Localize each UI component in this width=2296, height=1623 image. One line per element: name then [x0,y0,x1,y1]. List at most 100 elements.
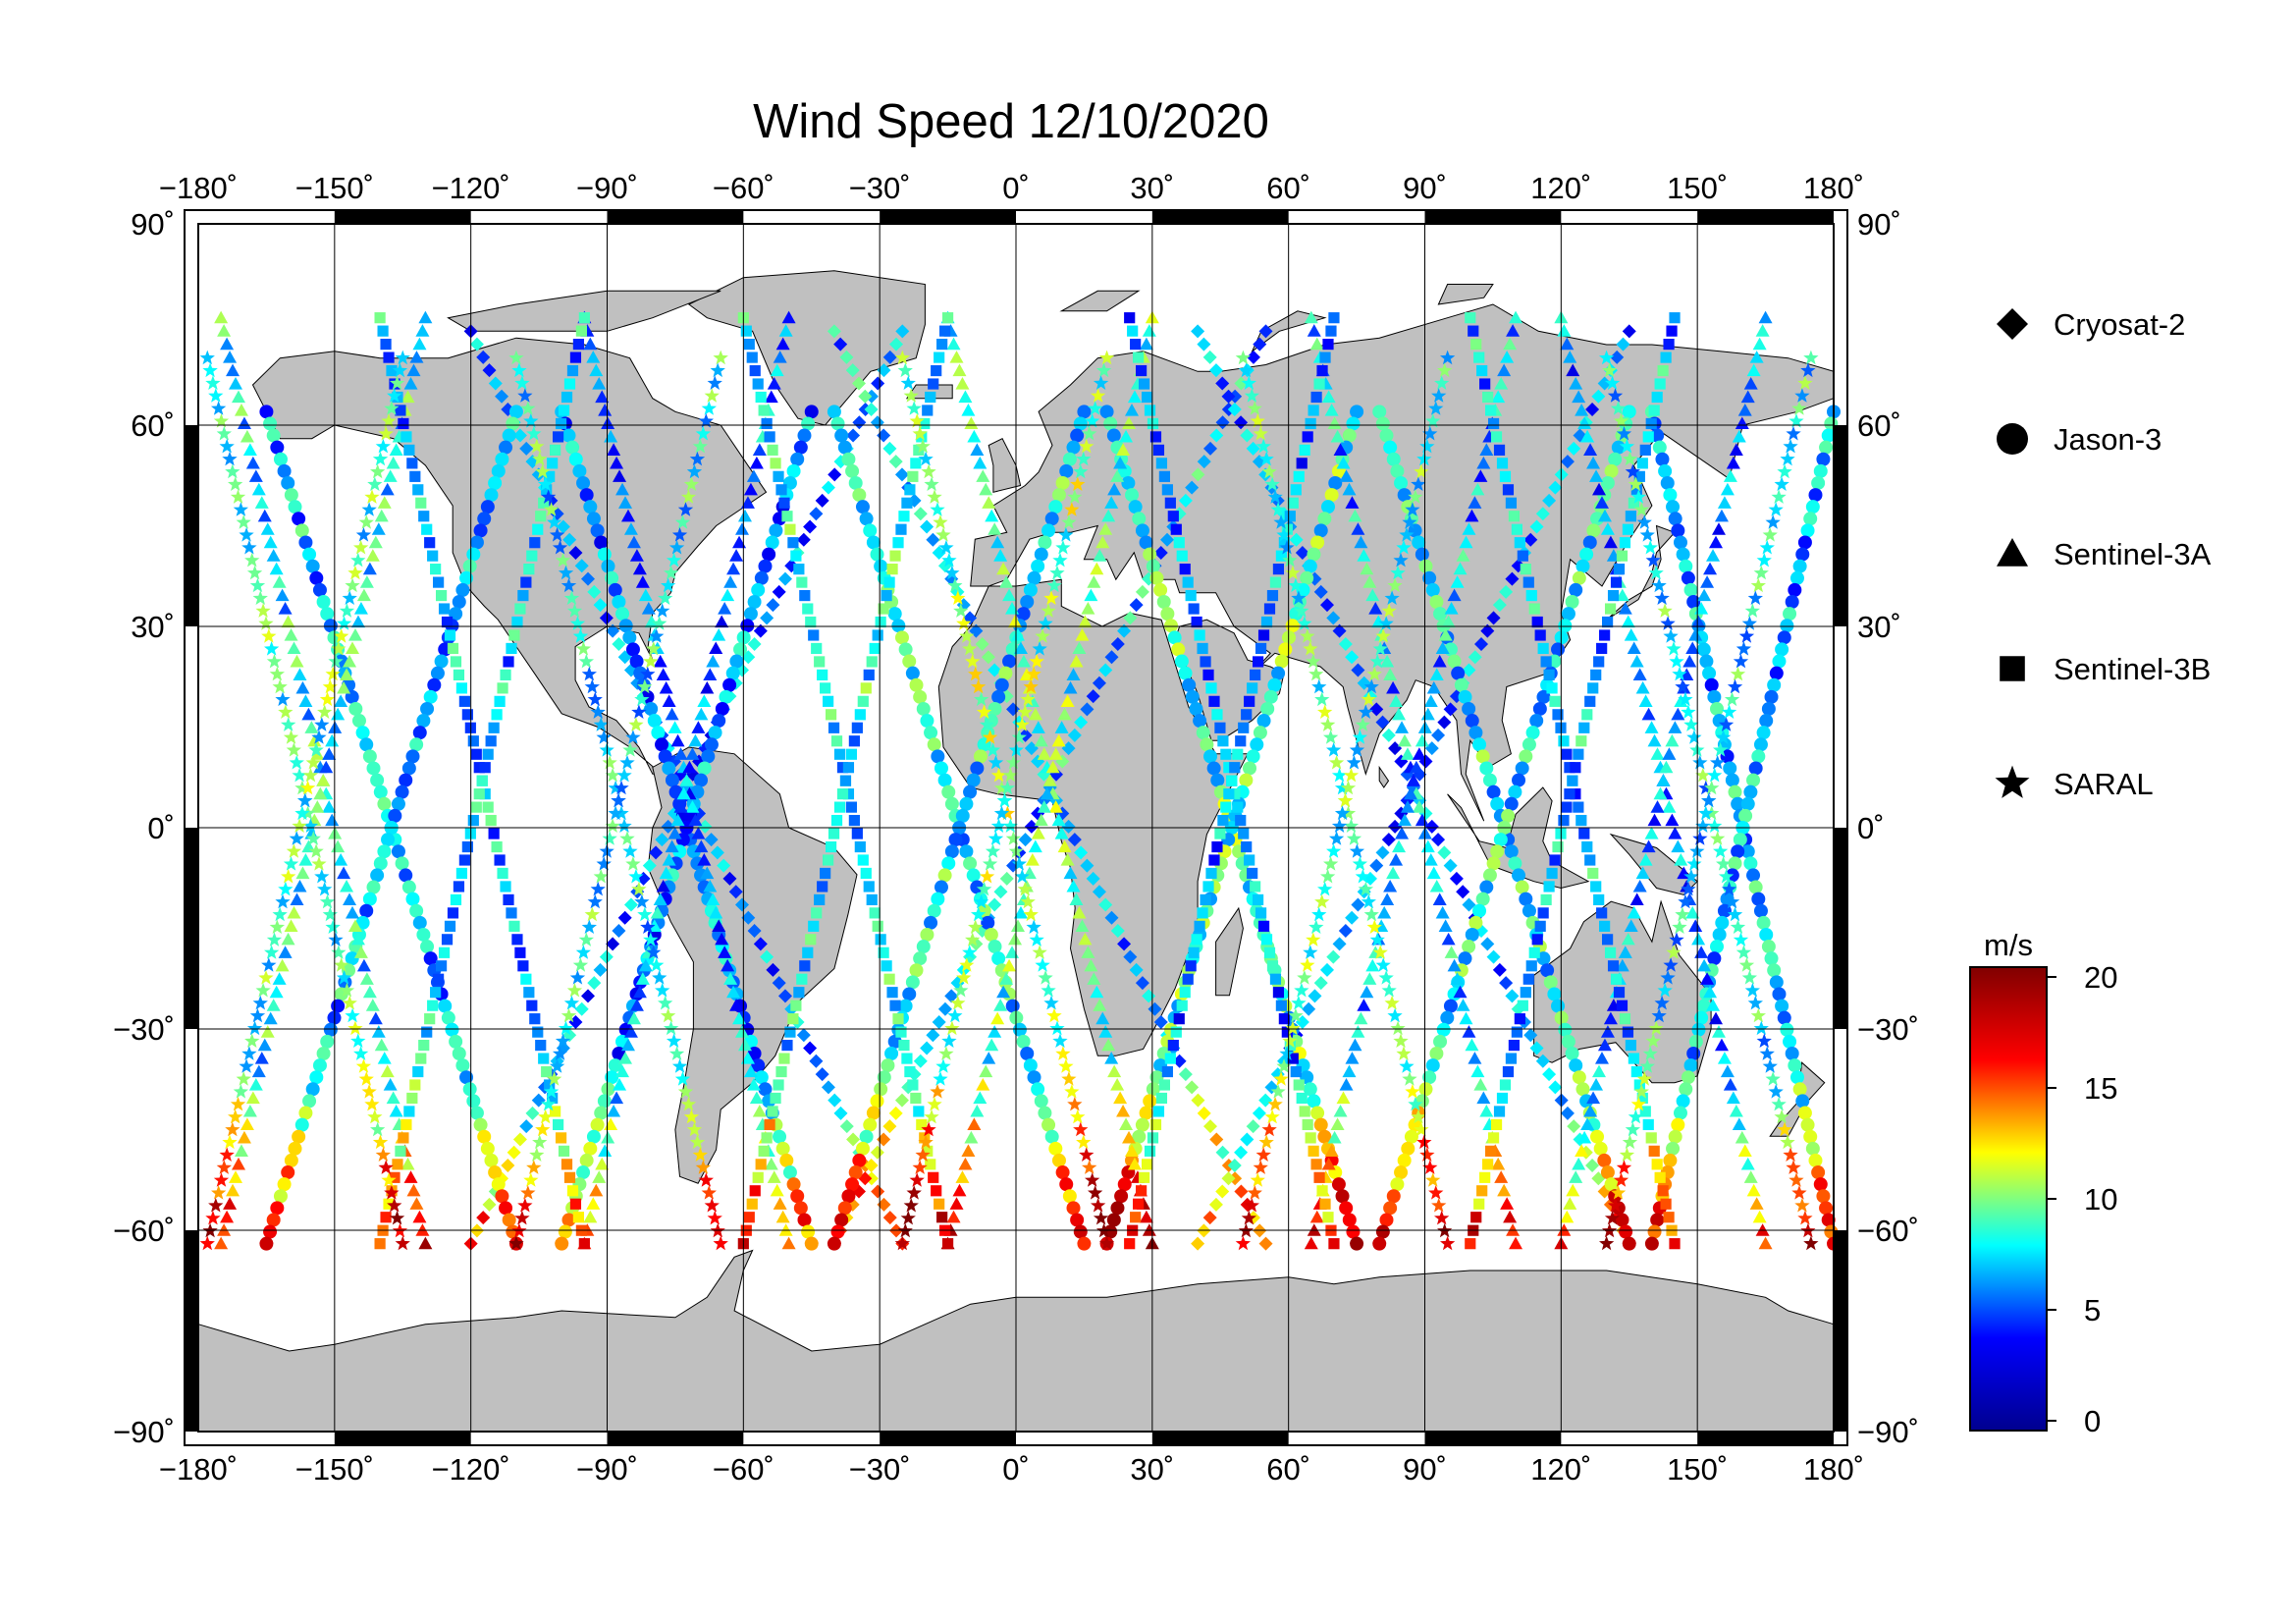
track-marker [1263,603,1276,615]
track-marker [1563,351,1577,363]
track-marker [482,1197,497,1212]
track-marker [1061,1071,1077,1086]
track-marker [1816,1189,1831,1204]
track-marker [1247,401,1262,415]
track-marker [400,1157,415,1170]
track-marker [1744,982,1760,998]
track-marker [494,695,506,707]
track-marker [1386,866,1401,880]
track-marker [1528,603,1540,615]
track-marker [1698,805,1714,821]
track-marker [473,788,485,800]
track-marker [1487,1132,1500,1144]
track-marker [1610,1185,1627,1200]
track-marker [1113,1091,1128,1105]
track-marker [1293,470,1305,482]
track-marker [931,1185,942,1197]
track-marker [372,451,389,466]
track-marker [1433,607,1448,622]
track-marker [1710,831,1726,845]
track-marker [1711,522,1726,535]
track-marker [277,1177,292,1192]
track-marker [928,1171,939,1183]
track-marker [1130,339,1142,351]
track-marker [395,350,410,365]
track-marker [1607,1198,1624,1213]
track-marker [1234,1145,1249,1160]
track-marker [637,906,653,922]
track-marker [1597,509,1612,522]
track-marker [996,562,1011,575]
track-marker [1691,1022,1706,1037]
track-marker [541,489,557,504]
track-marker [1323,730,1339,744]
track-marker [664,1020,679,1036]
track-marker [601,1082,615,1097]
track-marker [749,1185,761,1197]
track-marker [1436,1022,1451,1037]
track-marker [1641,839,1656,853]
track-marker [1191,1093,1205,1108]
track-marker [387,388,402,403]
track-marker [719,689,733,704]
track-marker [1234,1184,1249,1199]
track-marker [1443,702,1458,717]
track-marker [586,512,601,526]
track-marker [938,1046,954,1060]
track-marker [477,1129,492,1144]
track-marker [931,364,942,377]
track-marker [373,784,388,799]
track-marker [506,416,520,431]
track-marker [398,1132,409,1144]
track-marker [595,1157,610,1170]
track-marker [1264,476,1280,491]
track-marker [732,535,747,549]
track-marker [713,350,728,365]
track-marker [1505,989,1520,1003]
track-marker [608,780,623,795]
track-marker [1090,562,1104,575]
track-marker [1284,511,1296,522]
diamond-icon [1997,308,2028,340]
track-marker [1714,1038,1729,1052]
track-marker [961,1144,976,1157]
track-marker [459,570,474,585]
track-marker [662,852,676,866]
track-marker [1149,570,1164,585]
track-marker [1435,641,1450,655]
track-marker [932,1014,946,1029]
track-marker [1585,1159,1600,1173]
satellite-tracks [199,310,1841,1251]
track-marker [312,582,327,597]
lat-tick-label-right: 0˚ [1857,811,1885,845]
track-marker [1243,761,1256,776]
track-marker [424,1013,436,1025]
track-marker [1440,1010,1455,1025]
track-marker [894,630,909,645]
track-marker [927,489,942,504]
track-marker [380,1212,392,1223]
track-marker [732,1011,747,1025]
track-marker [275,958,290,972]
track-marker [1372,945,1388,959]
track-marker [761,417,773,430]
track-marker [767,444,778,456]
track-marker [1099,405,1114,419]
track-marker [583,1210,598,1223]
track-marker [704,1198,720,1213]
track-marker [815,493,829,508]
track-marker [637,678,653,694]
track-marker [1584,695,1596,707]
track-marker [1462,897,1476,912]
track-marker [287,905,301,919]
track-marker [298,694,313,707]
track-marker [1479,1171,1491,1183]
track-marker [281,1165,295,1180]
track-marker [1752,337,1767,351]
track-marker [915,1147,931,1162]
track-marker [1702,666,1717,680]
track-marker [1534,629,1546,641]
track-marker [438,999,453,1013]
track-marker [339,603,355,618]
track-marker [1256,714,1271,729]
